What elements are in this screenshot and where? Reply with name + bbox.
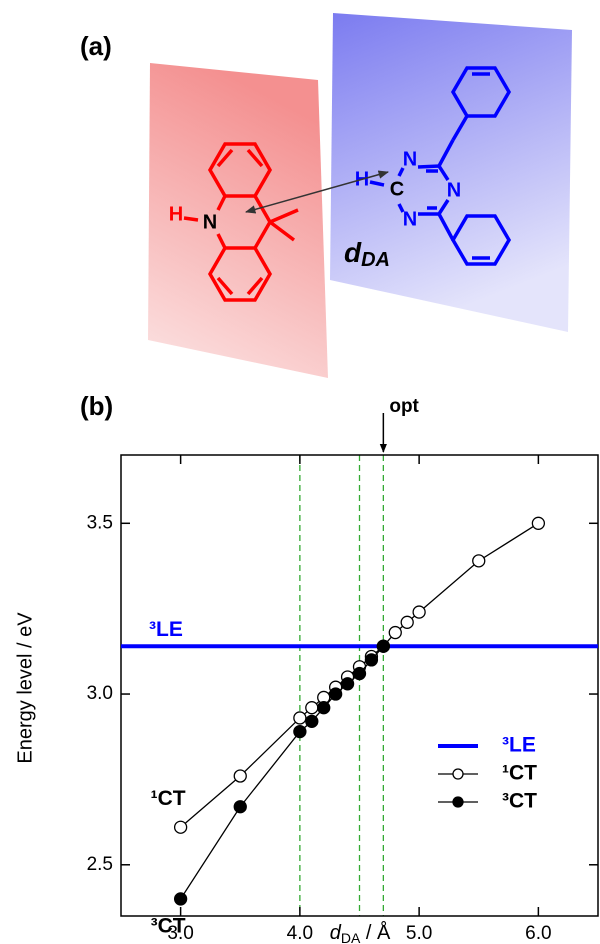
panel-label: (b) [80,391,113,421]
panel-label: (a) [80,31,112,61]
atom-label: N [403,208,417,230]
figure: (a) N H C H N N N dDA (b) Energy level /… [0,0,600,944]
legend-marker [453,769,463,779]
data-point [473,555,485,567]
data-point [234,801,246,813]
x-tick-label: 4.0 [287,923,313,944]
data-point [389,627,401,639]
data-point [234,770,246,782]
x-axis-label: dDA / Å [330,921,391,944]
atom-label: N [447,179,461,201]
data-point [175,893,187,905]
y-axis-label: Energy level / eV [14,612,36,764]
legend-label: ¹CT [502,762,537,785]
x-axis-unit: / Å [360,921,391,944]
data-point [377,640,389,652]
annotation: opt [389,396,419,417]
data-point [294,726,306,738]
data-point [342,678,354,690]
series-label: ³CT [151,914,186,937]
data-point [175,821,187,833]
atom-label: H [169,203,183,225]
data-point [294,712,306,724]
data-point [330,688,342,700]
data-point [306,702,318,714]
data-point [306,715,318,727]
x-tick-label: 6.0 [525,923,551,944]
series-label: ¹CT [151,787,186,810]
data-point [365,654,377,666]
legend-label: ³LE [502,734,536,757]
x-tick-label: 5.0 [406,923,432,944]
y-tick-label: 3.0 [87,683,113,704]
data-point [401,616,413,628]
level-label: ³LE [149,618,183,641]
atom-label: N [203,211,217,233]
distance-subscript: DA [361,249,390,271]
atom-label: N [403,148,417,170]
x-axis-subscript: DA [341,930,361,944]
data-point [413,606,425,618]
legend-label: ³CT [502,790,537,813]
legend-marker [453,797,463,807]
data-point [354,668,366,680]
y-tick-label: 2.5 [87,854,113,875]
distance-symbol: d [344,237,362,268]
data-point [532,517,544,529]
y-tick-label: 3.5 [87,512,113,533]
data-point [318,702,330,714]
atom-label: C [390,178,404,200]
